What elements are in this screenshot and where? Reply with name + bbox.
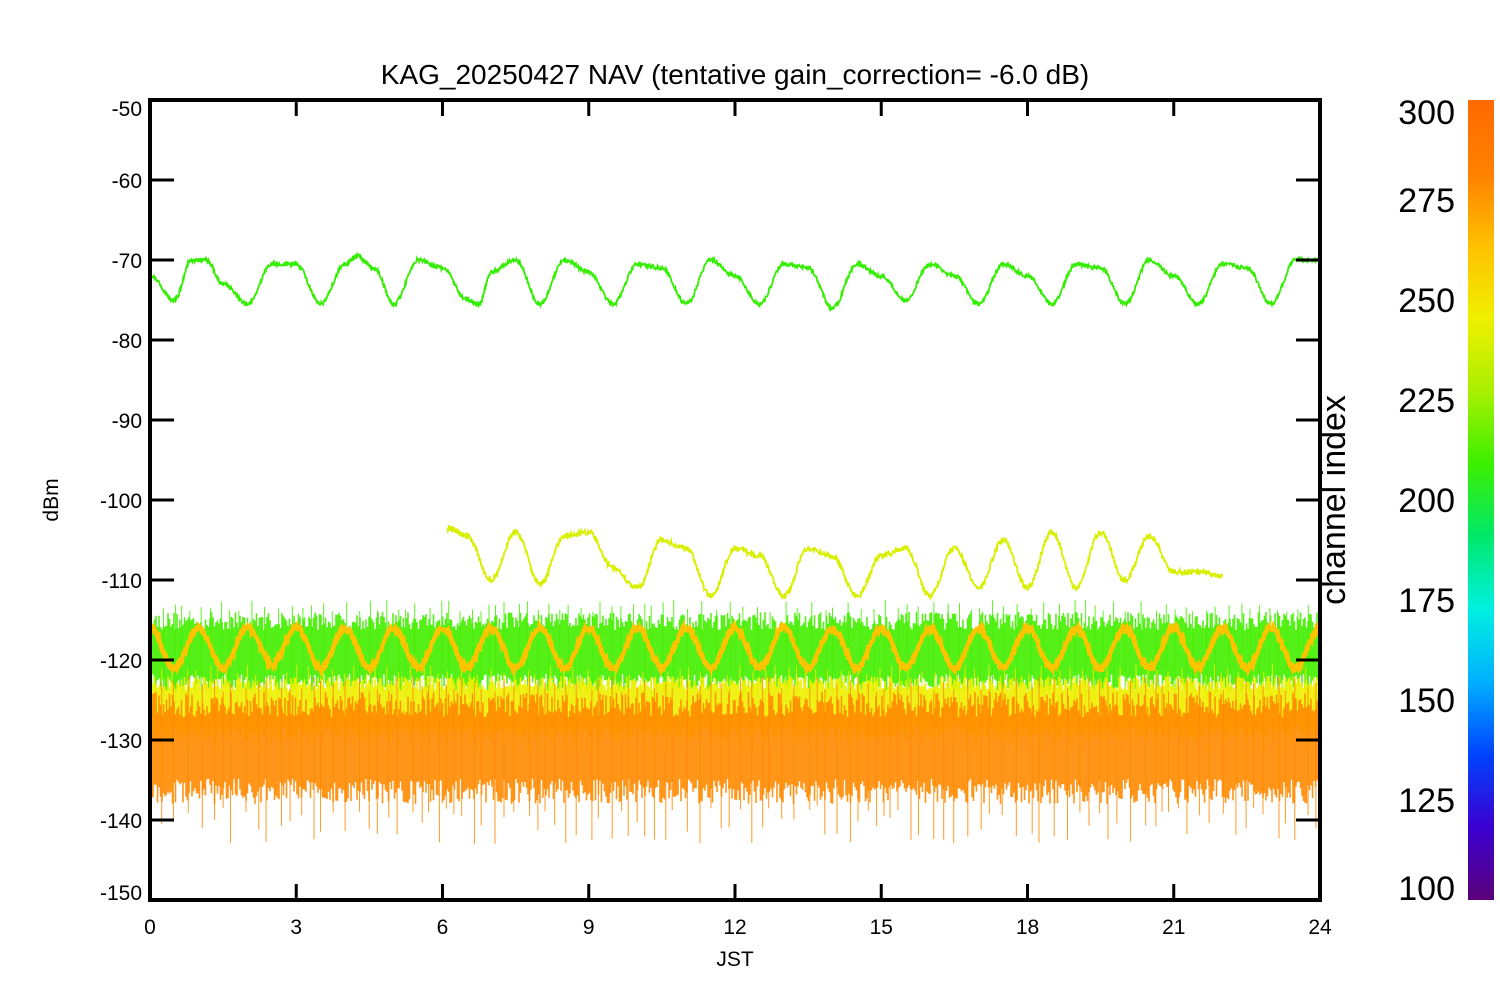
x-tick-label: 12 bbox=[723, 916, 746, 939]
colorbar-tick-label: 200 bbox=[1398, 482, 1455, 520]
x-tick-label: 3 bbox=[290, 916, 302, 939]
y-tick-label: -100 bbox=[100, 490, 142, 513]
series-path bbox=[150, 251, 1320, 312]
y-axis: -50 -60 -70 -80 -90 -100 -110 -120 -130 -140 -150 bbox=[100, 98, 1320, 905]
colorbar-tick-label: 125 bbox=[1398, 782, 1455, 820]
series-line bbox=[150, 251, 1320, 312]
colorbar-tick-label: 175 bbox=[1398, 582, 1455, 620]
x-axis: 0 3 6 9 12 15 18 21 24 bbox=[144, 100, 1332, 939]
x-tick-label: 24 bbox=[1308, 916, 1332, 939]
y-tick-label: -60 bbox=[112, 170, 142, 193]
y-tick-label: -130 bbox=[100, 730, 142, 753]
colorbar-tick-label: 250 bbox=[1398, 282, 1455, 320]
series-path bbox=[150, 618, 1320, 678]
colorbar-tick-label: 100 bbox=[1398, 870, 1455, 908]
plot-area bbox=[150, 251, 1320, 844]
y-tick-label: -140 bbox=[100, 810, 142, 833]
x-tick-label: 21 bbox=[1162, 916, 1185, 939]
x-axis-label: JST bbox=[716, 948, 754, 971]
x-tick-label: 15 bbox=[870, 916, 893, 939]
y-tick-label: -110 bbox=[102, 570, 142, 593]
x-tick-label: 0 bbox=[144, 916, 156, 939]
x-tick-label: 9 bbox=[583, 916, 595, 939]
chart-title: KAG_20250427 NAV (tentative gain_correct… bbox=[381, 59, 1089, 90]
y-tick-label: -120 bbox=[100, 650, 142, 673]
x-tick-label: 18 bbox=[1016, 916, 1039, 939]
colorbar-tick-label: 225 bbox=[1398, 382, 1455, 420]
colorbar-gradient bbox=[1468, 100, 1494, 900]
y-tick-label: -50 bbox=[112, 98, 142, 121]
colorbar-tick-label: 275 bbox=[1398, 182, 1455, 220]
noise-band bbox=[150, 676, 1320, 844]
y-axis-label: dBm bbox=[40, 478, 63, 521]
colorbar-label: channel index bbox=[1315, 395, 1353, 605]
series-line bbox=[150, 618, 1320, 678]
x-tick-label: 6 bbox=[437, 916, 449, 939]
y-tick-label: -70 bbox=[112, 250, 142, 273]
y-tick-label: -150 bbox=[100, 882, 142, 905]
noise-band-spikes bbox=[150, 676, 1317, 844]
series-line bbox=[446, 525, 1224, 601]
noise-band-fill bbox=[150, 692, 1320, 804]
colorbar-tick-label: 300 bbox=[1398, 94, 1455, 132]
series-path bbox=[446, 525, 1224, 601]
y-tick-label: -90 bbox=[112, 410, 142, 433]
colorbar-tick-label: 150 bbox=[1398, 682, 1455, 720]
y-tick-label: -80 bbox=[112, 330, 142, 353]
colorbar: 300 275 250 225 200 175 150 125 100 channel inde… bbox=[1315, 94, 1494, 908]
colorbar-ticks: 300 275 250 225 200 175 150 125 100 bbox=[1398, 94, 1455, 908]
